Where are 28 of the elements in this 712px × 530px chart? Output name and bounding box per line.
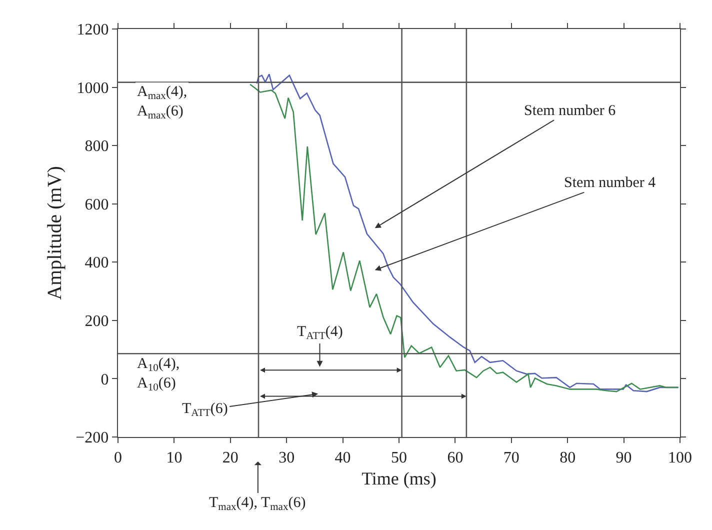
text: A$_{max}$(4), A$_{max}$(6) (137, 84, 188, 122)
x-tick-label: 80 (560, 449, 576, 466)
x-tick-label: 30 (278, 449, 295, 466)
x-tick-label: 60 (447, 449, 464, 466)
annotation: T$_{ATT}$(4) (297, 324, 343, 342)
annotation: Stem number 4 (564, 175, 656, 191)
x-tick-label: 50 (391, 449, 407, 466)
y-tick-label: 1000 (76, 80, 109, 97)
x-axis-title: Time (ms) (362, 468, 436, 488)
annotation: Stem number 6 (524, 103, 616, 119)
y-tick-label: −200 (76, 430, 109, 447)
y-tick-label: 200 (84, 313, 109, 330)
y-tick-label: 400 (84, 254, 109, 272)
text: T$_{max}$(4), T$_{max}$(6) (209, 495, 306, 514)
x-tick-label: 20 (222, 449, 238, 466)
x-tick-label: 10 (166, 449, 182, 466)
x-tick-label: 100 (668, 449, 692, 466)
x-tick-label: 0 (114, 449, 122, 466)
y-tick-label: 1200 (76, 22, 109, 39)
y-tick-label: 0 (100, 371, 109, 388)
y-axis-title: Amplitude (mV) (44, 166, 66, 300)
y-tick-label: 600 (84, 196, 109, 214)
y-tick-label: 800 (84, 138, 109, 156)
annotation: T$_{ATT}$(6) (182, 401, 228, 420)
x-tick-label: 90 (616, 449, 632, 466)
x-tick-label: 40 (334, 449, 351, 466)
ref-line-label: A$_{10}$(4), A$_{10}$(6) (137, 356, 180, 394)
x-tick-label: 70 (503, 449, 520, 466)
